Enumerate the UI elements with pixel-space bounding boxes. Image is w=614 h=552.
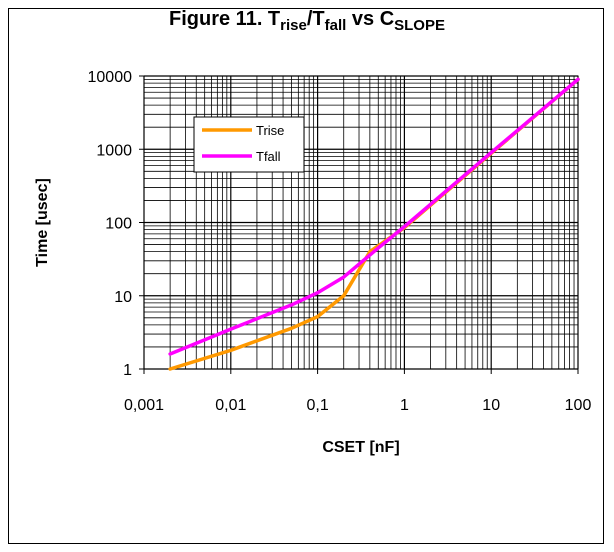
y-tick-label: 100 <box>105 216 132 233</box>
y-tick-label: 1000 <box>96 142 132 159</box>
legend-label-tfall: Tfall <box>256 149 281 164</box>
x-tick-label: 1 <box>400 397 409 414</box>
axis-ticks: 0,001 0,01 0,1 1 10 100 1 10 100 1000 10000 <box>88 69 592 414</box>
x-tick-label: 10 <box>482 397 500 414</box>
y-axis-title: Time [usec] <box>34 178 51 267</box>
chart-frame <box>8 8 604 544</box>
x-axis-title: CSET [nF] <box>322 439 399 456</box>
legend-box <box>193 116 305 173</box>
y-tick-label: 1 <box>123 362 132 379</box>
x-tick-label: 0,1 <box>306 397 328 414</box>
series-layer <box>168 77 580 371</box>
x-tick-label: 0,01 <box>215 397 246 414</box>
legend: Trise Tfall <box>193 116 305 173</box>
y-tick-label: 10 <box>114 289 132 306</box>
legend-label-trise: Trise <box>256 123 284 138</box>
chart-title: Figure 11. Trise/Tfall vs CSLOPE <box>169 8 445 34</box>
x-tick-label: 100 <box>565 397 592 414</box>
y-tick-label: 10000 <box>88 69 133 86</box>
x-tick-label: 0,001 <box>124 397 164 414</box>
series-line-tfall <box>168 77 580 356</box>
